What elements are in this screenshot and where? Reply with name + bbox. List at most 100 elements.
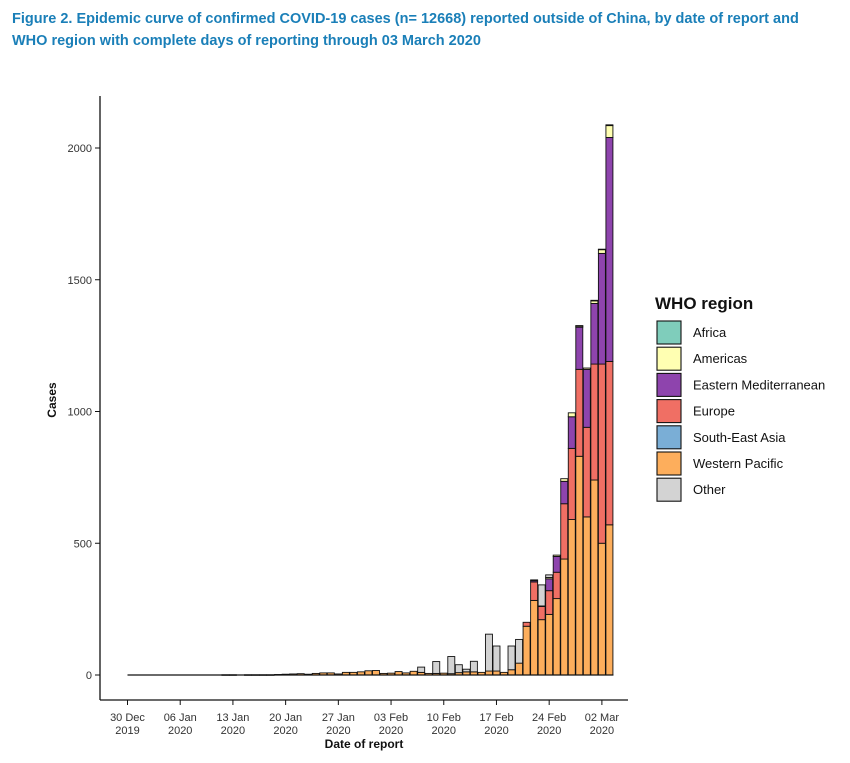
bar-segment-africa-day-64 <box>605 124 614 127</box>
x-tick-label-8-line1: 24 Feb <box>532 712 566 724</box>
bar-segment-western-pacific-day-58 <box>560 558 569 676</box>
x-tick-label-3-line1: 20 Jan <box>269 712 302 724</box>
x-tick-label-5-line2: 2020 <box>379 725 403 737</box>
x-tick-label-7-line1: 17 Feb <box>479 712 513 724</box>
x-tick-label-0-line1: 30 Dec <box>110 712 145 724</box>
x-tick-label-1-line2: 2020 <box>168 725 192 737</box>
bar-segment-western-pacific-day-62 <box>590 479 599 676</box>
bar-segment-other-day-44 <box>454 664 463 674</box>
y-tick-label-500: 500 <box>74 538 92 550</box>
legend-label-western-pacific: Western Pacific <box>693 456 784 471</box>
legend-swatch-europe <box>656 399 682 424</box>
bar-segment-other-day-49 <box>492 645 501 672</box>
x-tick-label-0-line2: 2019 <box>115 725 139 737</box>
bar-segment-western-pacific-day-55 <box>537 619 546 676</box>
legend-label-europe: Europe <box>693 404 735 419</box>
legend-swatch-other <box>656 477 682 502</box>
bar-segment-eastern-mediterranean-day-63 <box>597 252 606 365</box>
bar-segment-other-day-43 <box>447 656 456 675</box>
bar-segment-western-pacific-day-52 <box>515 662 524 676</box>
x-tick-label-2-line2: 2020 <box>221 725 245 737</box>
legend-label-eastern-mediterranean: Eastern Mediterranean <box>693 377 825 392</box>
bar-segment-europe-day-61 <box>582 426 591 518</box>
bar-segment-other-day-51 <box>507 645 516 671</box>
bar-segment-europe-day-62 <box>590 363 599 481</box>
bar-segment-western-pacific-day-60 <box>575 455 584 676</box>
bar-segment-other-day-56 <box>545 574 554 578</box>
x-tick-label-4-line2: 2020 <box>326 725 350 737</box>
bar-segment-other-day-41 <box>432 661 441 674</box>
bar-segment-western-pacific-day-57 <box>552 598 561 676</box>
legend-swatch-americas <box>656 346 682 371</box>
legend-swatch-western-pacific <box>656 451 682 476</box>
bar-segment-eastern-mediterranean-day-62 <box>590 303 599 365</box>
bar-segment-eastern-mediterranean-day-56 <box>545 578 554 592</box>
legend-label-americas: Americas <box>693 351 748 366</box>
x-tick-label-5-line1: 03 Feb <box>374 712 408 724</box>
bar-segment-europe-day-59 <box>567 447 576 520</box>
x-tick-label-1-line1: 06 Jan <box>164 712 197 724</box>
bar-segment-americas-day-54 <box>530 579 539 582</box>
x-tick-label-3-line2: 2020 <box>273 725 297 737</box>
bar-segment-western-pacific-day-56 <box>545 613 554 676</box>
bar-segment-western-pacific-day-53 <box>522 625 531 676</box>
legend-swatch-africa <box>656 320 682 345</box>
x-tick-label-8-line2: 2020 <box>537 725 561 737</box>
y-tick-label-2000: 2000 <box>68 143 92 155</box>
bar-segment-eastern-mediterranean-day-64 <box>605 137 614 362</box>
x-tick-label-9-line2: 2020 <box>590 725 614 737</box>
bar-segment-western-pacific-day-61 <box>582 516 591 676</box>
bar-segment-africa-day-63 <box>597 248 606 251</box>
y-tick-label-1500: 1500 <box>68 275 92 287</box>
y-tick-label-0: 0 <box>86 670 92 682</box>
bar-segment-americas-day-57 <box>552 554 561 557</box>
x-tick-label-9-line1: 02 Mar <box>585 712 620 724</box>
y-axis-label: Cases <box>45 382 59 418</box>
figure-title-line2: WHO region with complete days of reporti… <box>12 33 481 49</box>
bar-segment-other-day-45 <box>462 668 471 673</box>
bar-segment-africa-day-62 <box>590 299 599 302</box>
legend-swatch-south-east-asia <box>656 425 682 450</box>
x-axis-label: Date of report <box>325 737 404 751</box>
y-ticks: 0 500 1000 1500 2000 <box>68 143 100 682</box>
bar-segment-americas-day-59 <box>567 412 576 418</box>
legend-label-other: Other <box>693 482 726 497</box>
bar-segment-europe-day-54 <box>530 581 539 601</box>
x-tick-label-7-line2: 2020 <box>484 725 508 737</box>
bar-segment-other-day-52 <box>515 638 524 664</box>
bar-segment-europe-day-57 <box>552 571 561 600</box>
bar-segment-other-day-55 <box>537 584 546 607</box>
bar-segment-western-pacific-day-64 <box>605 524 614 676</box>
bar-segment-other-day-48 <box>484 633 493 672</box>
axes-layer <box>99 96 628 701</box>
y-tick-label-1000: 1000 <box>68 407 92 419</box>
bar-segment-western-pacific-day-59 <box>567 519 576 676</box>
x-tick-label-6-line1: 10 Feb <box>427 712 461 724</box>
bar-segment-western-pacific-day-32 <box>364 670 373 676</box>
bar-segment-americas-day-61 <box>582 367 591 370</box>
legend-label-south-east-asia: South-East Asia <box>693 430 786 445</box>
bar-segment-other-day-46 <box>469 660 478 673</box>
legend: WHO region Africa Americas Eastern Mediter… <box>655 294 825 502</box>
bar-segment-western-pacific-day-51 <box>507 669 516 676</box>
bar-segment-other-day-39 <box>417 666 426 673</box>
x-tick-label-2-line1: 13 Jan <box>216 712 249 724</box>
bar-segment-americas-day-58 <box>560 478 569 482</box>
bar-segment-eastern-mediterranean-day-60 <box>575 326 584 370</box>
bar-segment-eastern-mediterranean-day-57 <box>552 555 561 573</box>
bar-segment-europe-day-53 <box>522 621 531 627</box>
bar-segment-europe-day-55 <box>537 606 546 621</box>
figure-title-line1: Figure 2. Epidemic curve of confirmed CO… <box>12 11 799 27</box>
bar-segment-europe-day-60 <box>575 368 584 457</box>
bar-segment-eastern-mediterranean-day-59 <box>567 416 576 449</box>
bars-layer <box>221 124 614 676</box>
bar-segment-western-pacific-day-63 <box>597 542 606 676</box>
bar-segment-europe-day-63 <box>597 363 606 544</box>
figure-title: Figure 2. Epidemic curve of confirmed CO… <box>12 8 842 52</box>
bar-segment-europe-day-64 <box>605 360 614 526</box>
bar-segment-africa-day-60 <box>575 325 584 327</box>
bar-segment-europe-day-58 <box>560 503 569 560</box>
legend-title: WHO region <box>655 294 753 313</box>
